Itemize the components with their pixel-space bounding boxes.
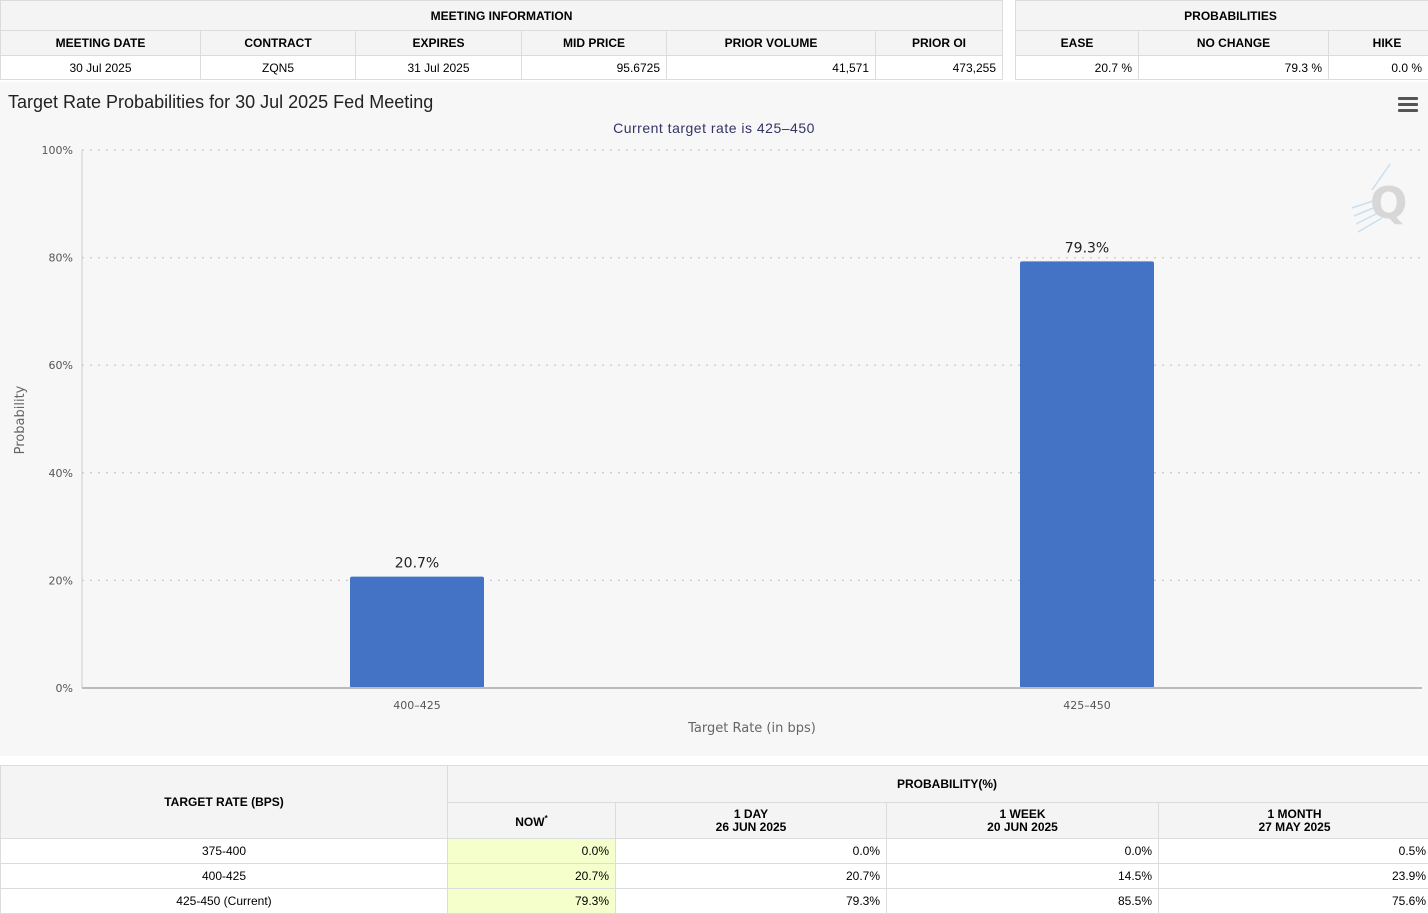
- chart-axes: 0% 20% 40% 60% 80% 100% 400–425 425–450: [42, 144, 1422, 712]
- header-prior-volume: PRIOR VOLUME: [666, 30, 876, 56]
- rate-cell: 375-400: [0, 838, 448, 864]
- chart-bar: [1020, 261, 1154, 688]
- chart-menu-icon[interactable]: [1398, 97, 1418, 113]
- probabilities-title: PROBABILITIES: [1014, 0, 1428, 31]
- 1-month-cell: 23.9%: [1158, 863, 1428, 889]
- x-tick-label: 425–450: [1063, 699, 1111, 712]
- header-no-change: NO CHANGE: [1138, 30, 1329, 56]
- header-ease: EASE: [1015, 30, 1139, 56]
- x-tick-label: 400–425: [393, 699, 441, 712]
- x-axis-title: Target Rate (in bps): [687, 721, 816, 736]
- y-tick-label: 0%: [56, 682, 73, 695]
- header-1-day: 1 DAY 26 JUN 2025: [615, 802, 887, 839]
- bar-value-label: 20.7%: [395, 556, 439, 572]
- logo-watermark-icon: Q: [1351, 163, 1407, 233]
- contract-value: ZQN5: [200, 55, 356, 80]
- now-cell: 79.3%: [447, 888, 616, 914]
- target-rate-header: TARGET RATE (BPS): [0, 765, 448, 839]
- prior-oi-value: 473,255: [875, 55, 1003, 80]
- chart-subtitle: Current target rate is 425–450: [613, 120, 815, 136]
- probability-header: PROBABILITY(%): [447, 765, 1428, 803]
- target-rate-table: TARGET RATE (BPS) PROBABILITY(%) NOW* 1 …: [0, 765, 1428, 914]
- header-hike: HIKE: [1327, 30, 1428, 56]
- y-tick-label: 100%: [42, 144, 73, 157]
- chart-gridlines: [82, 149, 1422, 582]
- header-now: NOW*: [447, 802, 616, 839]
- y-tick-label: 80%: [49, 252, 73, 265]
- expires-value: 31 Jul 2025: [355, 55, 522, 80]
- header-expires: EXPIRES: [355, 30, 522, 56]
- y-tick-label: 60%: [49, 359, 73, 372]
- prior-volume-value: 41,571: [666, 55, 876, 80]
- meeting-information-title: MEETING INFORMATION: [0, 0, 1003, 31]
- no-change-value: 79.3 %: [1138, 55, 1329, 80]
- header-meeting-date: MEETING DATE: [0, 30, 201, 56]
- watermark-letter: Q: [1370, 178, 1407, 229]
- 1-month-cell: 0.5%: [1158, 838, 1428, 864]
- y-tick-label: 40%: [49, 467, 73, 480]
- table-row: 425-450 (Current) 79.3% 79.3% 85.5% 75.6…: [0, 888, 1428, 914]
- 1-week-cell: 14.5%: [886, 863, 1159, 889]
- 1-day-cell: 0.0%: [615, 838, 887, 864]
- y-axis-title: Probability: [13, 385, 28, 454]
- chart-canvas: 20.7% 79.3% 0% 20% 40% 60% 80% 100% 400–425 425–…: [13, 144, 1422, 736]
- chart-bar: [350, 576, 484, 688]
- meeting-information-table: MEETING INFORMATION MEETING DATE CONTRAC…: [0, 0, 1003, 80]
- table-row: 375-400 0.0% 0.0% 0.0% 0.5%: [0, 838, 1428, 864]
- table-row: 400-425 20.7% 20.7% 14.5% 23.9%: [0, 863, 1428, 889]
- mid-price-value: 95.6725: [521, 55, 667, 80]
- header-1-week: 1 WEEK 20 JUN 2025: [886, 802, 1159, 839]
- rate-cell: 400-425: [0, 863, 448, 889]
- now-cell: 0.0%: [447, 838, 616, 864]
- y-tick-label: 20%: [49, 574, 73, 587]
- hike-value: 0.0 %: [1327, 55, 1428, 80]
- chart-bars: 20.7% 79.3%: [350, 240, 1154, 688]
- probabilities-table: PROBABILITIES EASE NO CHANGE HIKE 20.7 %…: [1014, 0, 1428, 80]
- header-1-month: 1 MONTH 27 MAY 2025: [1158, 802, 1428, 839]
- header-contract: CONTRACT: [200, 30, 356, 56]
- 1-day-cell: 20.7%: [615, 863, 887, 889]
- probability-chart: 20.7% 79.3% 0% 20% 40% 60% 80% 100% 400–425 425–…: [0, 82, 1428, 756]
- bar-value-label: 79.3%: [1065, 240, 1109, 256]
- 1-week-cell: 0.0%: [886, 838, 1159, 864]
- chart-title: Target Rate Probabilities for 30 Jul 202…: [8, 92, 434, 112]
- ease-value: 20.7 %: [1015, 55, 1139, 80]
- header-mid-price: MID PRICE: [521, 30, 667, 56]
- header-prior-oi: PRIOR OI: [875, 30, 1003, 56]
- 1-week-cell: 85.5%: [886, 888, 1159, 914]
- 1-day-cell: 79.3%: [615, 888, 887, 914]
- rate-cell: 425-450 (Current): [0, 888, 448, 914]
- now-cell: 20.7%: [447, 863, 616, 889]
- 1-month-cell: 75.6%: [1158, 888, 1428, 914]
- meeting-date-value: 30 Jul 2025: [0, 55, 201, 80]
